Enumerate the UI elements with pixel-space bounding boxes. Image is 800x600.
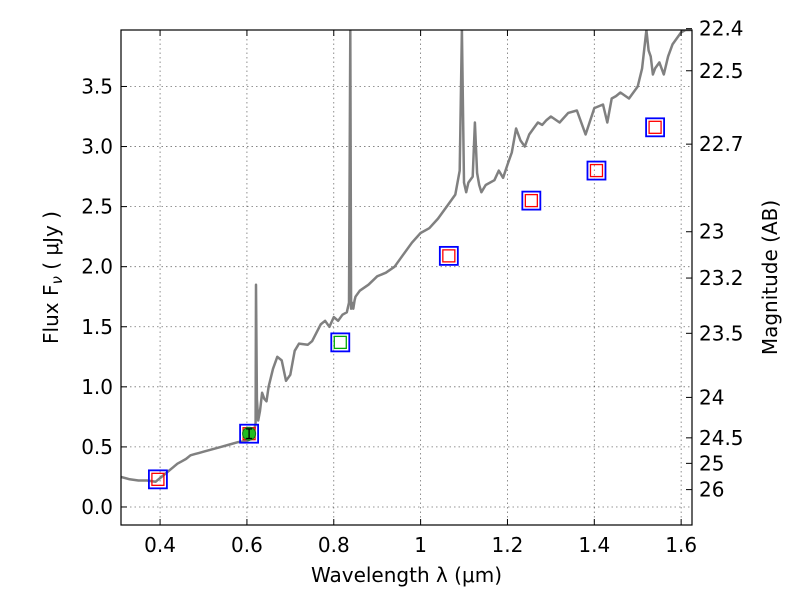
observed-photometry-box: [151, 472, 165, 486]
model-photometry-box: [521, 190, 542, 211]
model-photometry-box: [645, 117, 665, 138]
model-photometry-box: [330, 332, 351, 353]
observed-photometry-box: [442, 249, 456, 263]
observed-photometry-box: [589, 163, 604, 178]
y-tick-label: 0.0: [81, 495, 113, 519]
observed-photometry-box: [333, 335, 347, 350]
y-axis-label-main: Flux F: [39, 285, 63, 344]
model-spectrum-line: [121, 30, 692, 483]
y2-tick-label: 26: [699, 478, 724, 502]
x-tick-label: 1.6: [665, 533, 697, 557]
y2-tick-label: 24.5: [699, 426, 744, 450]
y-tick-label: 0.5: [81, 435, 113, 459]
model-photometry-box: [239, 423, 259, 444]
y2-tick-label: 23: [699, 220, 724, 244]
y2-tick-label: 23.5: [699, 321, 744, 345]
y-tick-label: 1.0: [81, 375, 113, 399]
observed-photometry-box: [524, 193, 538, 208]
model-photometry-box: [148, 469, 168, 490]
y2-tick-label: 22.4: [699, 17, 744, 41]
y2-tick-label: 22.5: [699, 59, 744, 83]
y2-tick-label: 25: [699, 451, 724, 475]
y2-tick-label: 23.2: [699, 266, 744, 290]
axis-ticks: [121, 28, 692, 525]
grid-lines: [121, 30, 692, 525]
plot-area: [121, 30, 692, 490]
model-photometry-box: [438, 245, 459, 266]
x-axis-label: Wavelength λ (μm): [311, 563, 502, 587]
x-tick-label: 0.8: [318, 533, 350, 557]
y-tick-label: 3.5: [81, 74, 113, 98]
y2-axis-label: Magnitude (AB): [758, 200, 782, 355]
y-axis-label: Flux Fν ( μJy ): [39, 211, 66, 344]
y-tick-label: 2.5: [81, 195, 113, 219]
y-axis-label-unit: ( μJy ): [39, 211, 63, 276]
model-photometry-box: [586, 160, 607, 181]
observed-photometry-box: [648, 120, 662, 134]
y-tick-label: 2.0: [81, 255, 113, 279]
x-tick-label: 1.4: [578, 533, 610, 557]
tick-labels: 0.4 0.6 0.8 1 1.2 1.4 1.6 0.0 0.5 1.0 1.5 2.0 2.5 3.0…: [81, 17, 743, 557]
y-tick-label: 1.5: [81, 315, 113, 339]
x-tick-label: 1: [414, 533, 427, 557]
plot-frame: [120, 29, 693, 526]
y-axis-label-sub: ν: [48, 276, 66, 284]
x-tick-label: 0.4: [144, 533, 176, 557]
plot-content: [121, 30, 692, 490]
y2-tick-label: 22.7: [699, 132, 744, 156]
x-tick-label: 0.6: [231, 533, 263, 557]
x-tick-label: 1.2: [492, 533, 524, 557]
y-tick-label: 3.0: [81, 135, 113, 159]
y2-tick-label: 24: [699, 385, 724, 409]
